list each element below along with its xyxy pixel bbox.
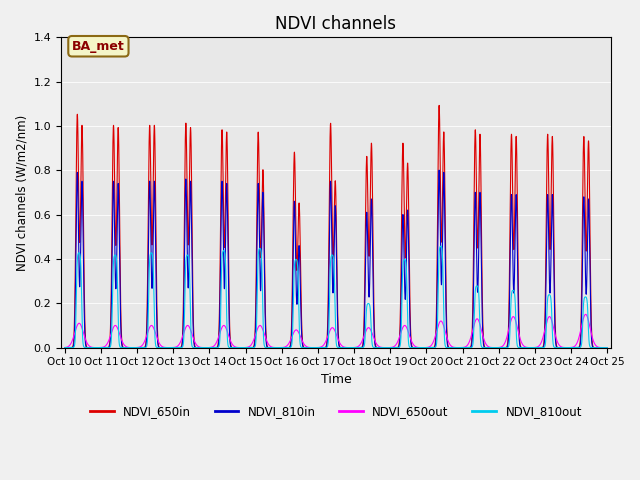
NDVI_650in xyxy=(305,345,312,350)
NDVI_810in xyxy=(305,345,312,350)
NDVI_650out xyxy=(604,345,611,350)
NDVI_650in xyxy=(407,336,415,341)
Title: NDVI channels: NDVI channels xyxy=(275,15,397,33)
NDVI_810in xyxy=(547,232,555,238)
NDVI_810out xyxy=(61,345,68,350)
NDVI_810out xyxy=(437,243,445,249)
Legend: NDVI_650in, NDVI_810in, NDVI_650out, NDVI_810out: NDVI_650in, NDVI_810in, NDVI_650out, NDV… xyxy=(85,400,587,422)
NDVI_810in xyxy=(407,341,415,347)
NDVI_650in xyxy=(547,179,555,184)
NDVI_810out xyxy=(602,345,610,350)
NDVI_650out xyxy=(305,345,312,350)
NDVI_650out xyxy=(61,345,68,350)
Y-axis label: NDVI channels (W/m2/nm): NDVI channels (W/m2/nm) xyxy=(15,114,28,271)
NDVI_650out xyxy=(602,345,610,350)
NDVI_650out xyxy=(596,345,604,350)
NDVI_810out xyxy=(305,345,312,350)
NDVI_650out xyxy=(547,316,555,322)
X-axis label: Time: Time xyxy=(321,373,351,386)
NDVI_810out xyxy=(547,301,555,307)
NDVI_650in xyxy=(532,345,540,350)
NDVI_810in xyxy=(61,345,68,350)
NDVI_810in xyxy=(602,345,610,350)
NDVI_810in xyxy=(435,167,443,173)
NDVI_810out xyxy=(532,345,540,350)
NDVI_810out xyxy=(596,345,604,350)
NDVI_650in xyxy=(604,345,611,350)
NDVI_810out xyxy=(604,345,611,350)
Line: NDVI_650in: NDVI_650in xyxy=(65,106,607,348)
NDVI_650out xyxy=(532,345,540,350)
Text: BA_met: BA_met xyxy=(72,40,125,53)
Line: NDVI_810in: NDVI_810in xyxy=(65,170,607,348)
Line: NDVI_810out: NDVI_810out xyxy=(65,246,607,348)
NDVI_810out xyxy=(407,345,415,350)
NDVI_650in xyxy=(596,345,604,350)
NDVI_810in xyxy=(604,345,611,350)
NDVI_810in xyxy=(532,345,540,350)
NDVI_650out xyxy=(407,337,415,343)
NDVI_650in xyxy=(602,345,610,350)
NDVI_810in xyxy=(596,345,604,350)
NDVI_650out xyxy=(582,312,589,317)
NDVI_650in xyxy=(61,345,68,350)
Line: NDVI_650out: NDVI_650out xyxy=(65,314,607,348)
NDVI_650in xyxy=(435,103,443,108)
